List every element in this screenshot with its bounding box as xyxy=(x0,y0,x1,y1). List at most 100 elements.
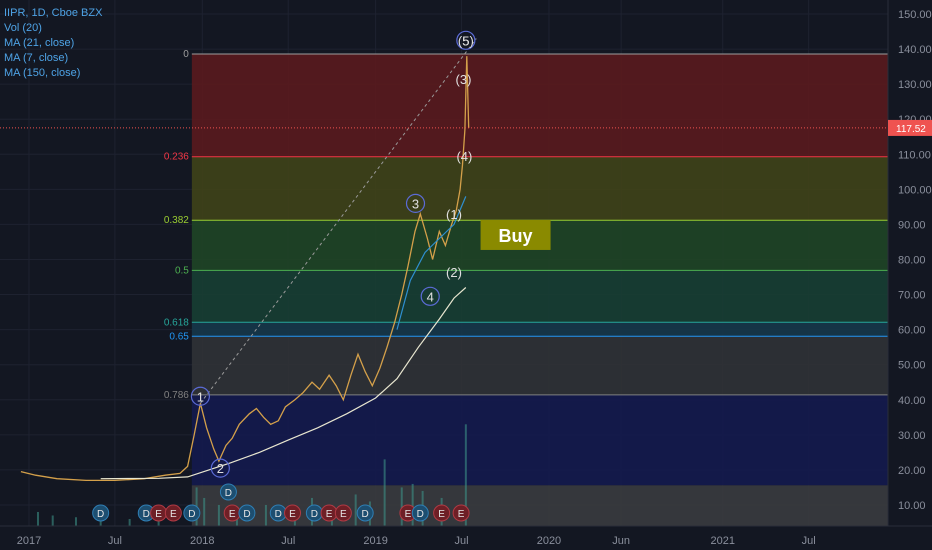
wave-label: (5) xyxy=(458,33,474,48)
event-marker-label: D xyxy=(417,509,424,520)
wave-label: 2 xyxy=(217,461,224,476)
volume-bar xyxy=(203,497,206,526)
fib-zone xyxy=(191,54,888,157)
price-scale-background xyxy=(888,0,932,550)
y-tick-label: 10.00 xyxy=(898,500,926,512)
wave-label: 4 xyxy=(427,289,434,304)
x-tick-label: 2018 xyxy=(190,535,214,547)
x-tick-label: Jul xyxy=(455,535,469,547)
event-marker-label: E xyxy=(458,509,465,520)
x-tick-label: 2021 xyxy=(711,535,735,547)
x-tick-label: 2019 xyxy=(363,535,387,547)
price-series-line xyxy=(20,56,470,482)
volume-bar xyxy=(264,504,267,526)
wave-label: 5 xyxy=(462,33,469,48)
event-marker-label: E xyxy=(405,509,412,520)
x-tick-label: 2020 xyxy=(537,535,561,547)
event-marker-label: E xyxy=(155,509,162,520)
y-tick-label: 30.00 xyxy=(898,430,926,442)
fib-zone xyxy=(191,485,888,526)
chart-legend: IIPR, 1D, Cboe BZX Vol (20) MA (21, clos… xyxy=(4,6,102,81)
event-marker xyxy=(183,504,201,522)
wave-circle xyxy=(456,30,476,50)
y-tick-label: 40.00 xyxy=(898,395,926,407)
wave-circle xyxy=(420,286,440,306)
event-marker-label: D xyxy=(97,509,104,520)
wave-circle xyxy=(405,193,426,213)
volume-bar xyxy=(400,487,403,526)
fib-level-label: 0.236 xyxy=(164,152,189,163)
event-marker-label: E xyxy=(326,509,333,520)
volume-bar xyxy=(74,517,77,526)
event-marker-label: D xyxy=(275,509,282,520)
y-tick-label: 150.00 xyxy=(898,9,932,21)
fib-zone xyxy=(191,270,888,323)
event-marker-label: E xyxy=(229,509,236,520)
wave-label: (3) xyxy=(456,72,472,87)
legend-study-ma150[interactable]: MA (150, close) xyxy=(4,67,81,79)
volume-bar xyxy=(51,515,54,526)
y-tick-label: 110.00 xyxy=(898,149,931,161)
x-tick-label: Jun xyxy=(612,535,630,547)
volume-bar xyxy=(411,483,414,526)
fib-zone xyxy=(191,394,888,486)
event-marker xyxy=(433,504,451,522)
event-marker-label: E xyxy=(340,509,347,520)
x-tick-label: Jul xyxy=(281,535,295,547)
y-tick-label: 70.00 xyxy=(898,290,926,302)
fib-level-label: 0.618 xyxy=(164,317,189,328)
fib-level-label: 0.65 xyxy=(169,331,189,342)
event-marker-label: D xyxy=(188,509,195,520)
fib-level-label: 0.786 xyxy=(164,390,189,401)
event-marker-label: D xyxy=(225,488,232,499)
wave-label: (2) xyxy=(446,265,462,280)
buy-label-text: Buy xyxy=(499,226,533,246)
y-tick-label: 100.00 xyxy=(898,184,932,196)
wave-label: 3 xyxy=(412,196,419,211)
legend-study-ma21[interactable]: MA (21, close) xyxy=(4,37,75,49)
last-price-tag xyxy=(888,119,932,136)
y-tick-label: 130.00 xyxy=(898,79,932,91)
volume-bar xyxy=(99,518,102,526)
fib-level-label: 0.5 xyxy=(175,265,189,276)
event-marker-label: D xyxy=(362,509,369,520)
x-tick-label: 2017 xyxy=(17,535,41,547)
legend-study-ma7[interactable]: MA (7, close) xyxy=(4,52,69,64)
event-marker-label: E xyxy=(170,509,177,520)
volume-bar xyxy=(157,517,160,526)
legend-symbol[interactable]: IIPR, 1D, Cboe BZX xyxy=(4,7,103,19)
fib-zone xyxy=(191,156,888,221)
y-tick-label: 60.00 xyxy=(898,325,926,337)
event-marker xyxy=(164,504,182,522)
wave-circle xyxy=(210,458,230,478)
wave-label: (1) xyxy=(446,207,462,222)
event-marker-label: D xyxy=(311,509,318,520)
event-marker xyxy=(284,504,302,522)
event-marker xyxy=(92,504,110,522)
event-marker xyxy=(452,504,470,522)
wave-label: (4) xyxy=(456,149,472,164)
wave-circle xyxy=(190,386,210,406)
event-marker xyxy=(356,504,374,522)
event-marker-label: D xyxy=(243,509,250,520)
wave-label: 1 xyxy=(197,389,204,404)
legend-study-volume[interactable]: Vol (20) xyxy=(4,22,42,34)
volume-bar xyxy=(464,424,467,526)
ma21-series-line xyxy=(396,196,467,330)
fib-level-label: 0.382 xyxy=(164,215,189,226)
buy-label-box xyxy=(480,219,551,250)
fib-level-label: 0 xyxy=(183,49,189,60)
y-tick-label: 90.00 xyxy=(898,219,926,231)
y-tick-label: 50.00 xyxy=(898,360,926,372)
event-marker xyxy=(219,483,237,501)
last-price-text: 117.52 xyxy=(896,124,926,135)
volume-bar xyxy=(354,494,357,526)
fib-zone xyxy=(191,322,888,337)
event-marker-label: D xyxy=(143,509,150,520)
event-marker xyxy=(411,504,429,522)
volume-bar xyxy=(217,504,220,526)
volume-bar xyxy=(383,459,386,526)
ma150-series-line xyxy=(100,287,467,480)
event-marker-label: E xyxy=(438,509,445,520)
